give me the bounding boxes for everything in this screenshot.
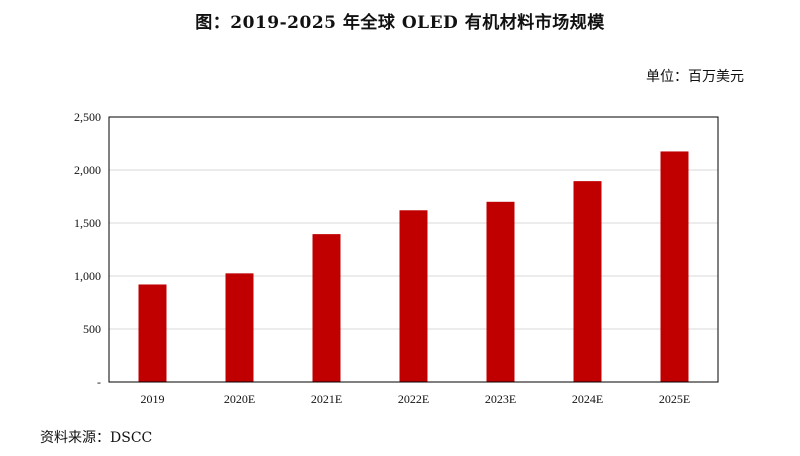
y-tick-label: 500 bbox=[83, 322, 101, 336]
x-tick-label: 2020E bbox=[224, 392, 255, 406]
y-tick-label: 1,000 bbox=[74, 269, 101, 283]
x-tick-label: 2025E bbox=[659, 392, 690, 406]
chart-title: 图：2019-2025 年全球 OLED 有机材料市场规模 bbox=[195, 13, 605, 33]
x-tick-label: 2022E bbox=[398, 392, 429, 406]
y-tick-label: - bbox=[97, 375, 101, 389]
x-tick-label: 2023E bbox=[485, 392, 516, 406]
x-tick-label: 2021E bbox=[311, 392, 342, 406]
y-axis-ticks: - 500 1,000 1,500 2,000 2,500 bbox=[74, 110, 101, 389]
y-tick-label: 2,000 bbox=[74, 163, 101, 177]
bar-2020E bbox=[225, 273, 254, 382]
bar-2021E bbox=[312, 234, 341, 382]
bar-2024E bbox=[573, 181, 602, 382]
x-tick-label: 2024E bbox=[572, 392, 603, 406]
x-tick-label: 2019 bbox=[141, 392, 165, 406]
unit-label: 单位：百万美元 bbox=[646, 69, 744, 85]
y-tick-label: 2,500 bbox=[74, 110, 101, 124]
bar-2025E bbox=[660, 151, 689, 382]
bar-2019 bbox=[138, 284, 167, 382]
plot-frame bbox=[108, 116, 719, 383]
bar-2022E bbox=[399, 210, 428, 382]
bars bbox=[138, 151, 689, 382]
bar-2023E bbox=[486, 201, 515, 382]
y-tick-label: 1,500 bbox=[74, 216, 101, 230]
x-axis-ticks: 2019 2020E 2021E 2022E 2023E 2024E 2025E bbox=[141, 392, 691, 406]
source-note: 资料来源：DSCC bbox=[40, 430, 153, 446]
